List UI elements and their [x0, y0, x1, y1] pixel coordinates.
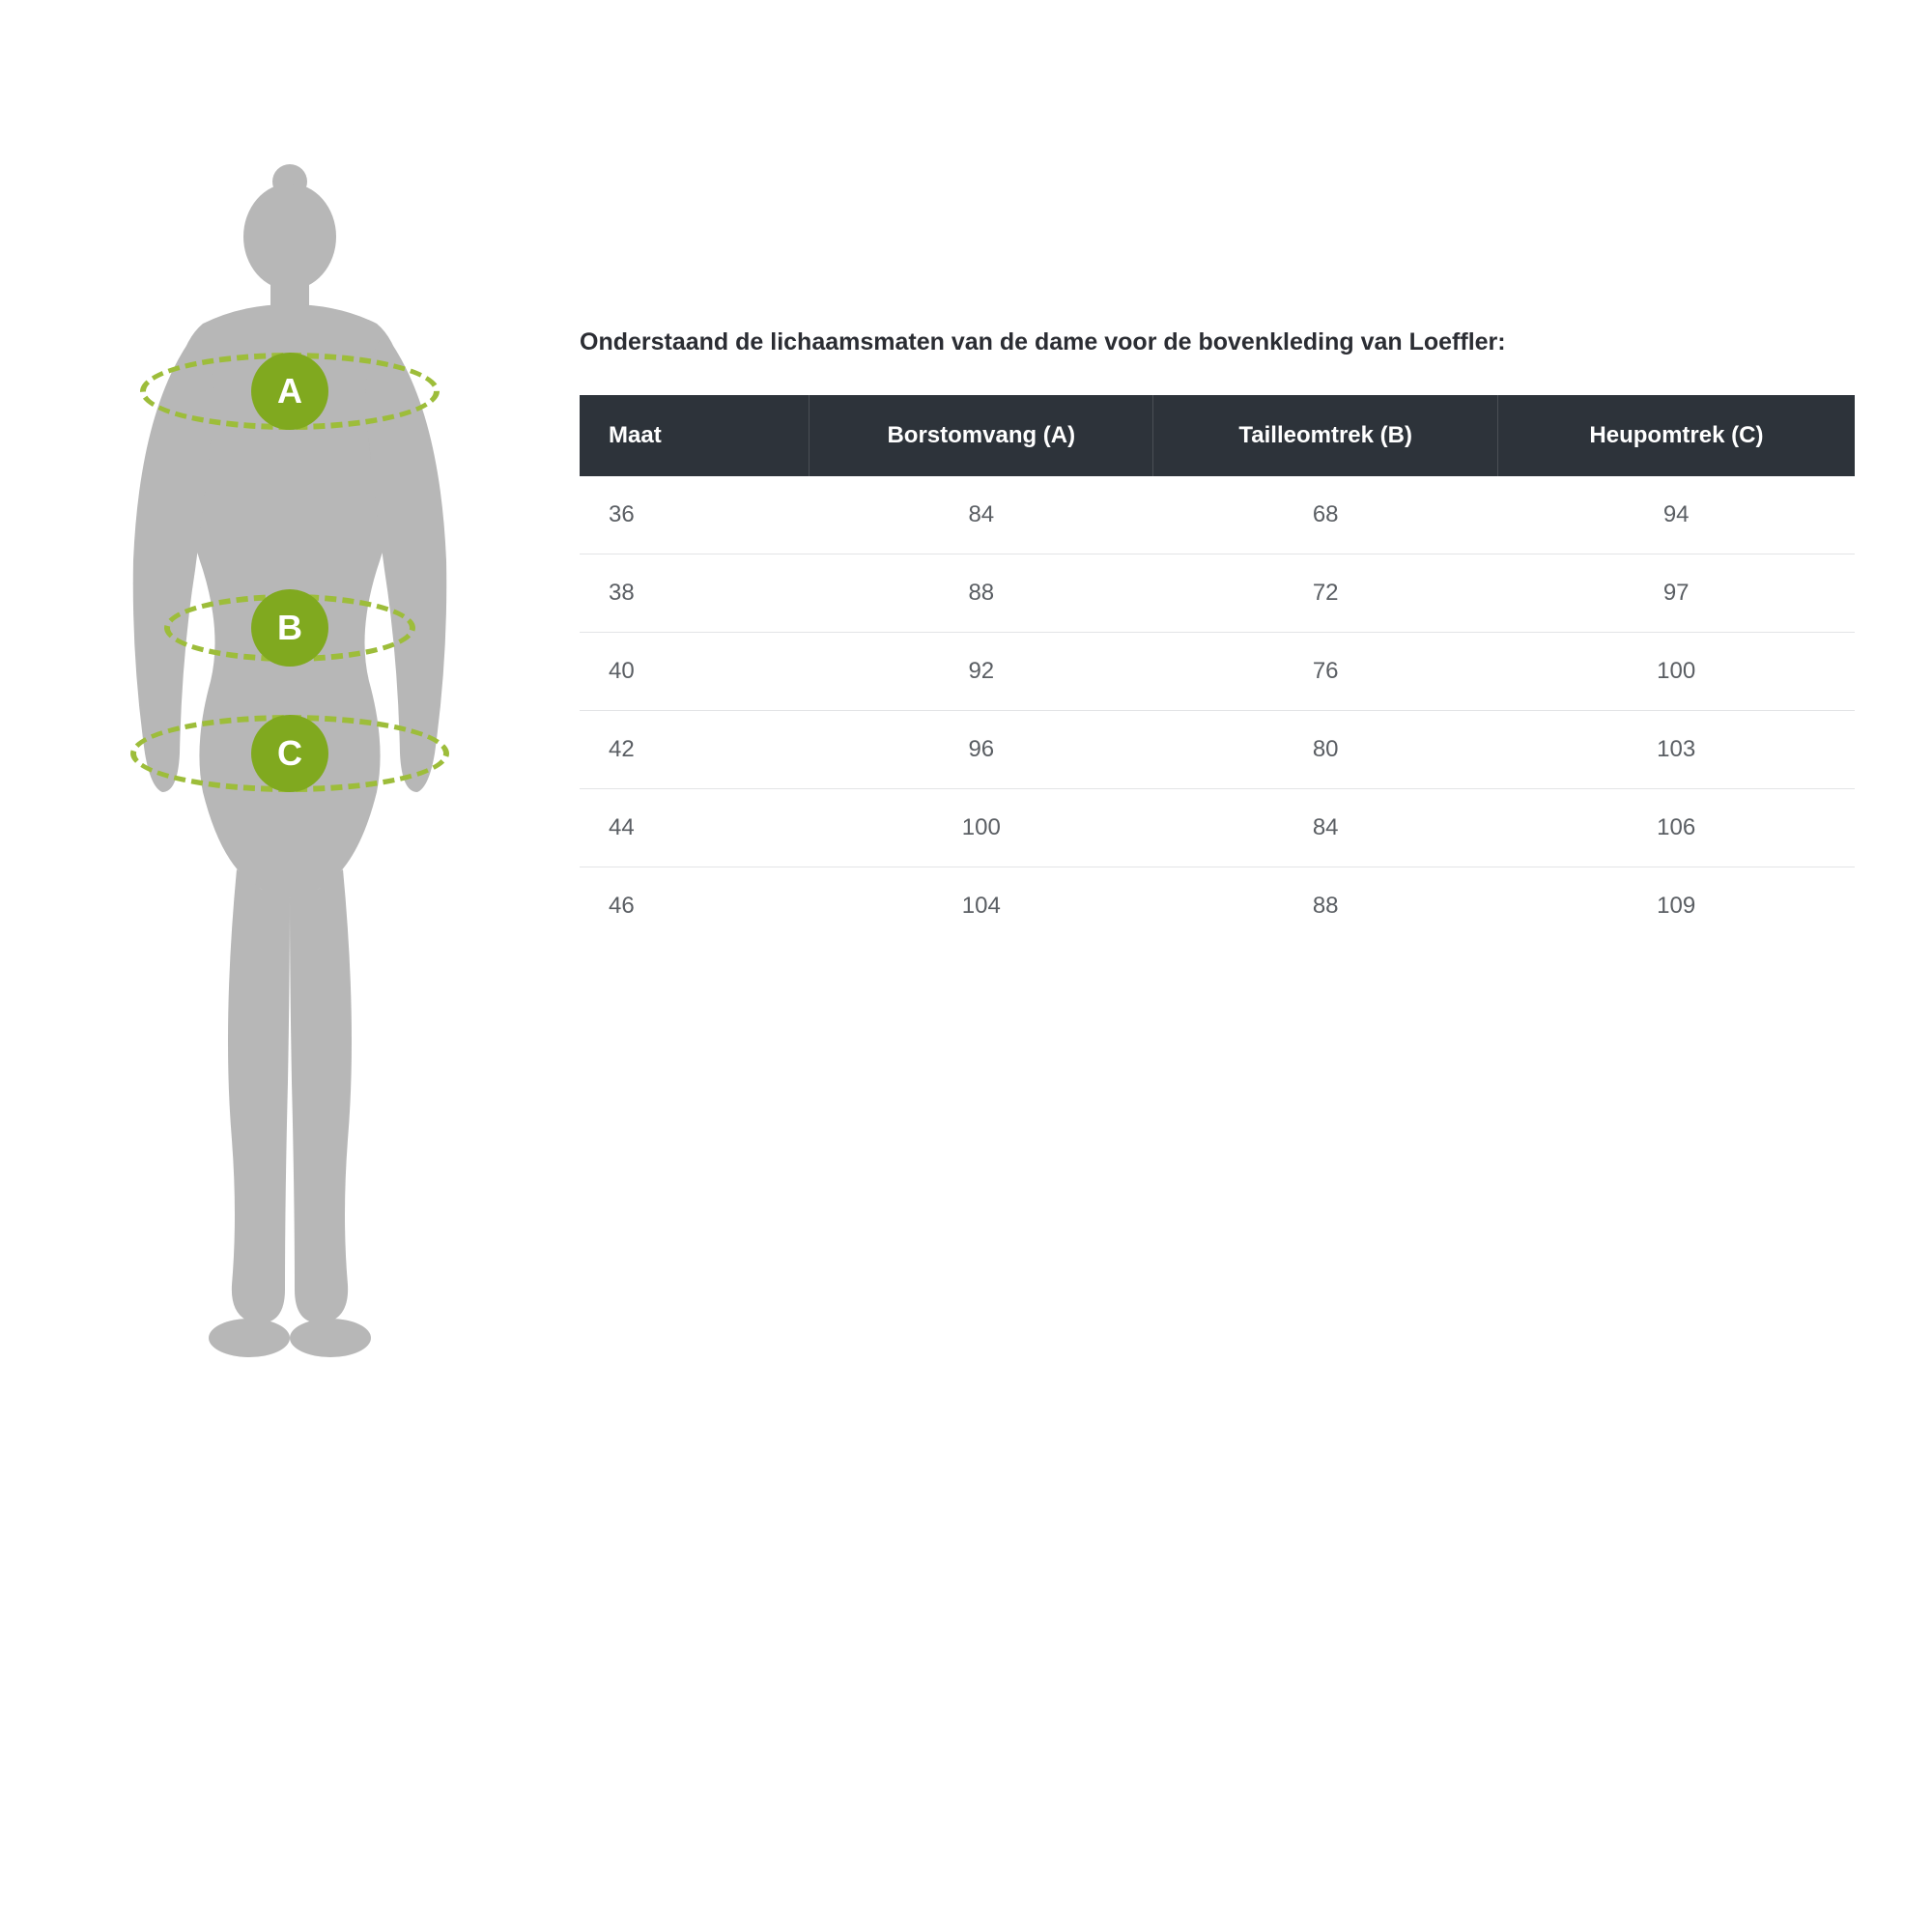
table-row: 4410084106 — [580, 789, 1855, 867]
size-table-cell: 72 — [1153, 554, 1497, 633]
size-table: MaatBorstomvang (A)Tailleomtrek (B)Heupo… — [580, 395, 1855, 945]
size-table-cell: 80 — [1153, 711, 1497, 789]
size-table-col-header: Maat — [580, 395, 810, 476]
size-table-cell: 68 — [1153, 476, 1497, 554]
size-table-cell: 44 — [580, 789, 810, 867]
table-row: 429680103 — [580, 711, 1855, 789]
size-table-cell: 84 — [1153, 789, 1497, 867]
size-table-head: MaatBorstomvang (A)Tailleomtrek (B)Heupo… — [580, 395, 1855, 476]
size-table-cell: 84 — [810, 476, 1153, 554]
size-table-cell: 88 — [1153, 867, 1497, 946]
table-row: 38887297 — [580, 554, 1855, 633]
table-row: 409276100 — [580, 633, 1855, 711]
table-row: 4610488109 — [580, 867, 1855, 946]
size-table-cell: 76 — [1153, 633, 1497, 711]
size-table-cell: 97 — [1497, 554, 1855, 633]
size-table-cell: 36 — [580, 476, 810, 554]
size-table-header-row: MaatBorstomvang (A)Tailleomtrek (B)Heupo… — [580, 395, 1855, 476]
size-guide-panel: A BC Onderstaand de lichaamsmaten van de … — [0, 0, 1932, 1932]
size-table-cell: 100 — [1497, 633, 1855, 711]
size-table-cell: 92 — [810, 633, 1153, 711]
size-table-col-header: Tailleomtrek (B) — [1153, 395, 1497, 476]
size-table-cell: 88 — [810, 554, 1153, 633]
size-table-cell: 109 — [1497, 867, 1855, 946]
size-guide-content: Onderstaand de lichaamsmaten van de dame… — [580, 328, 1855, 945]
size-table-cell: 104 — [810, 867, 1153, 946]
size-table-cell: 100 — [810, 789, 1153, 867]
size-table-cell: 40 — [580, 633, 810, 711]
intro-text: Onderstaand de lichaamsmaten van de dame… — [580, 328, 1855, 356]
size-table-cell: 106 — [1497, 789, 1855, 867]
body-silhouette: A BC — [87, 155, 493, 1362]
measure-marker-a: A — [251, 353, 328, 430]
table-row: 36846894 — [580, 476, 1855, 554]
size-table-col-header: Heupomtrek (C) — [1497, 395, 1855, 476]
size-table-cell: 46 — [580, 867, 810, 946]
size-table-cell: 103 — [1497, 711, 1855, 789]
size-table-cell: 42 — [580, 711, 810, 789]
measure-marker-c: C — [251, 715, 328, 792]
size-table-cell: 94 — [1497, 476, 1855, 554]
size-table-cell: 38 — [580, 554, 810, 633]
size-table-cell: 96 — [810, 711, 1153, 789]
size-table-col-header: Borstomvang (A) — [810, 395, 1153, 476]
size-table-body: 3684689438887297409276100429680103441008… — [580, 476, 1855, 945]
measure-marker-b: B — [251, 589, 328, 667]
